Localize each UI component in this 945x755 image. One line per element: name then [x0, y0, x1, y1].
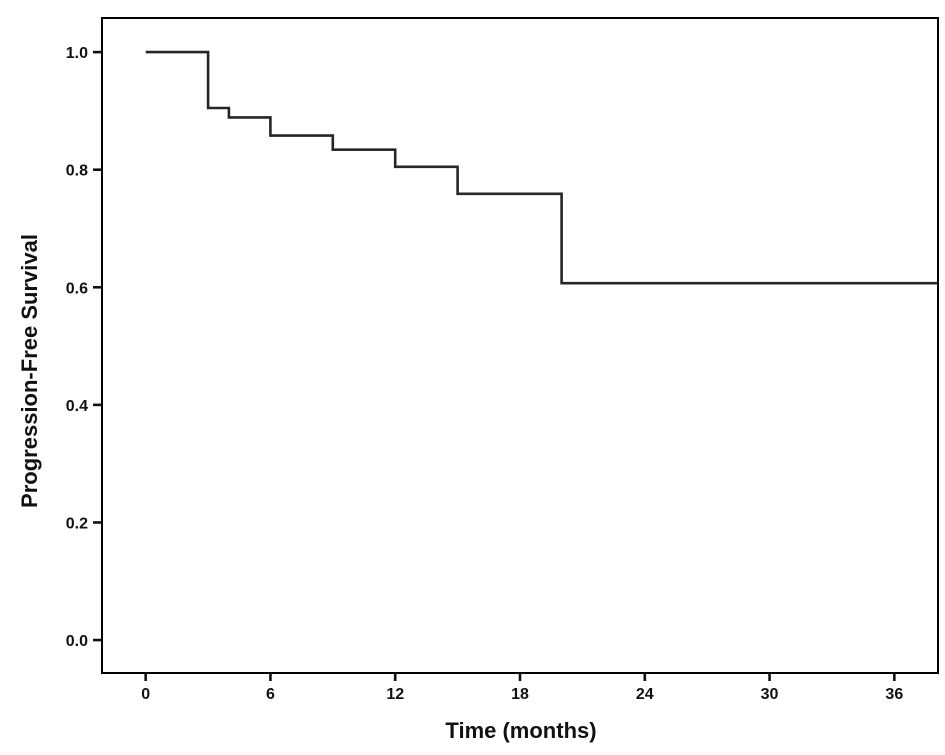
plot-frame [101, 17, 939, 674]
x-axis-label: Time (months) [445, 718, 596, 743]
x-tick-label: 36 [885, 686, 903, 703]
x-tick-label: 12 [386, 686, 404, 703]
y-tick-label: 1.0 [66, 45, 88, 62]
km-curve [145, 50, 938, 285]
y-axis-ticks: 0.0 0.2 0.4 0.6 0.8 1.0 [66, 45, 102, 650]
y-tick-label: 0.8 [66, 163, 88, 180]
y-axis-label: Progression-Free Survival [17, 234, 42, 508]
x-tick-label: 0 [141, 686, 150, 703]
y-tick-label: 0.6 [66, 280, 88, 297]
x-tick-label: 6 [266, 686, 275, 703]
x-tick-label: 24 [636, 686, 654, 703]
y-tick-label: 0.2 [66, 515, 88, 532]
y-tick-label: 0.0 [66, 633, 88, 650]
y-tick-label: 0.4 [66, 398, 88, 415]
x-axis-ticks: 0 6 12 18 24 30 36 [141, 673, 903, 703]
x-tick-label: 18 [511, 686, 529, 703]
x-tick-label: 30 [761, 686, 779, 703]
